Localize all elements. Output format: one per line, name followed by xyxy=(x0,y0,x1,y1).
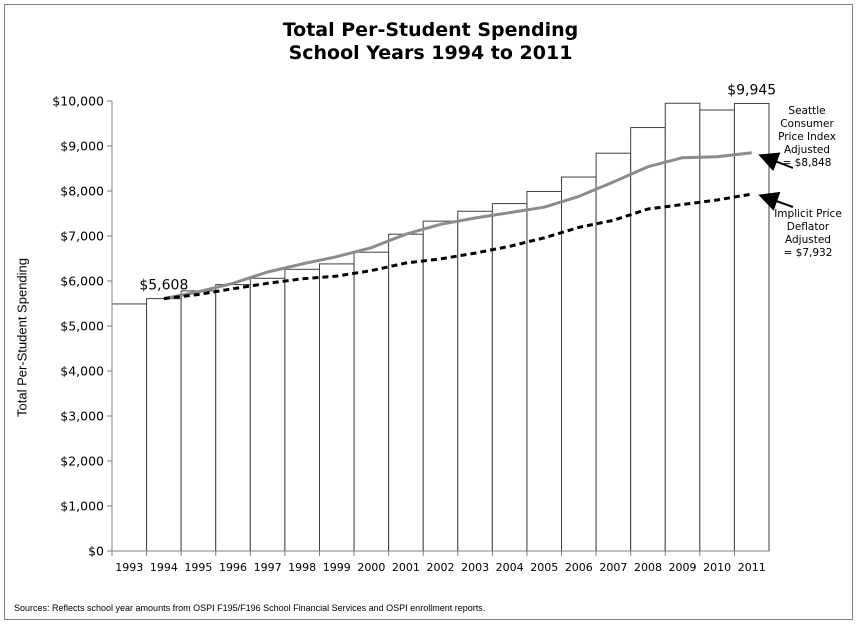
cpi-annotation-line: Consumer xyxy=(780,118,834,130)
cpi-annotation-line: Seattle xyxy=(788,105,826,117)
bar-1998 xyxy=(284,268,320,552)
source-note: Sources: Reflects school year amounts fr… xyxy=(14,603,486,613)
cpi-line xyxy=(163,151,752,301)
bar-2005 xyxy=(526,190,563,552)
x-tick-label: 2007 xyxy=(599,561,627,574)
x-tick-label: 2009 xyxy=(669,561,697,574)
bar-2004 xyxy=(491,203,528,552)
bar-2003 xyxy=(457,210,493,552)
bar-1994 xyxy=(146,298,182,552)
y-tick-label: $4,000 xyxy=(60,364,104,379)
y-tick-label: $10,000 xyxy=(52,94,104,109)
bar-2008 xyxy=(630,127,666,552)
data-label-1994: $5,608 xyxy=(139,278,188,294)
y-tick-label: $3,000 xyxy=(60,409,104,424)
x-tick-label: 1995 xyxy=(184,561,212,574)
bar-1997 xyxy=(249,277,286,552)
x-tick-label: 1994 xyxy=(150,561,178,574)
y-tick-label: $1,000 xyxy=(60,499,104,514)
chart-subtitle: School Years 1994 to 2011 xyxy=(288,42,573,64)
bar-1993 xyxy=(111,303,148,552)
x-tick-label: 2004 xyxy=(496,561,524,574)
bar-2007 xyxy=(595,152,632,552)
axes-group: $0 $1,000 $2,000 $3,000 $4,000 $5,000 $6,000 $7… xyxy=(52,94,769,574)
ipd-annotation-line: Adjusted xyxy=(785,234,831,246)
y-tick-label: $7,000 xyxy=(60,229,104,244)
x-tick-label: 2000 xyxy=(357,561,385,574)
cpi-annotation-line: Adjusted xyxy=(784,144,830,156)
y-tick-label: $8,000 xyxy=(60,184,104,199)
x-tick-label: 1998 xyxy=(288,561,316,574)
lines-group xyxy=(163,151,752,301)
x-tick-label: 2003 xyxy=(461,561,489,574)
chart-title: Total Per-Student Spending xyxy=(282,19,579,41)
bar-2000 xyxy=(353,251,390,552)
y-tick-label: $9,000 xyxy=(60,139,104,154)
data-labels-group: $5,608 $9,945 xyxy=(139,82,776,293)
ipd-annotation-line: Deflator xyxy=(786,221,830,233)
bar-1996 xyxy=(215,284,251,552)
bar-2001 xyxy=(388,233,424,552)
ipd-arrow xyxy=(758,191,794,211)
x-tick-label: 2001 xyxy=(392,561,420,574)
bar-1995 xyxy=(180,290,217,552)
cpi-annotation-line: = $8,848 xyxy=(782,157,832,169)
x-tick-label: 2010 xyxy=(703,561,731,574)
bar-2011 xyxy=(733,102,770,552)
cpi-annotation: Seattle Consumer Price Index Adjusted = … xyxy=(770,105,844,170)
y-tick-label: $0 xyxy=(88,544,104,559)
data-label-2011: $9,945 xyxy=(727,82,776,98)
bar-2009 xyxy=(664,102,701,552)
x-tick-label: 2002 xyxy=(427,561,455,574)
bar-2010 xyxy=(699,109,735,552)
bars-group xyxy=(111,102,770,552)
x-tick-label: 2008 xyxy=(634,561,662,574)
y-tick-label: $5,000 xyxy=(60,319,104,334)
bar-2002 xyxy=(422,220,459,552)
x-tick-label: 2006 xyxy=(565,561,593,574)
x-tick-label: 2011 xyxy=(738,561,766,574)
bar-1999 xyxy=(318,263,355,552)
ipd-annotation: Implicit Price Deflator Adjusted = $7,93… xyxy=(768,208,848,260)
x-tick-label: 1999 xyxy=(323,561,351,574)
x-tick-label: 2005 xyxy=(530,561,558,574)
ipd-annotation-line: = $7,932 xyxy=(783,247,833,259)
x-tick-label: 1993 xyxy=(115,561,143,574)
ipd-annotation-line: Implicit Price xyxy=(774,208,842,220)
y-tick-label: $2,000 xyxy=(60,454,104,469)
bar-2006 xyxy=(561,176,597,552)
cpi-arrow xyxy=(758,152,794,172)
x-tick-label: 1996 xyxy=(219,561,247,574)
cpi-annotation-line: Price Index xyxy=(778,131,836,143)
arrows-group xyxy=(758,152,794,211)
x-tick-label: 1997 xyxy=(254,561,282,574)
y-tick-label: $6,000 xyxy=(60,274,104,289)
